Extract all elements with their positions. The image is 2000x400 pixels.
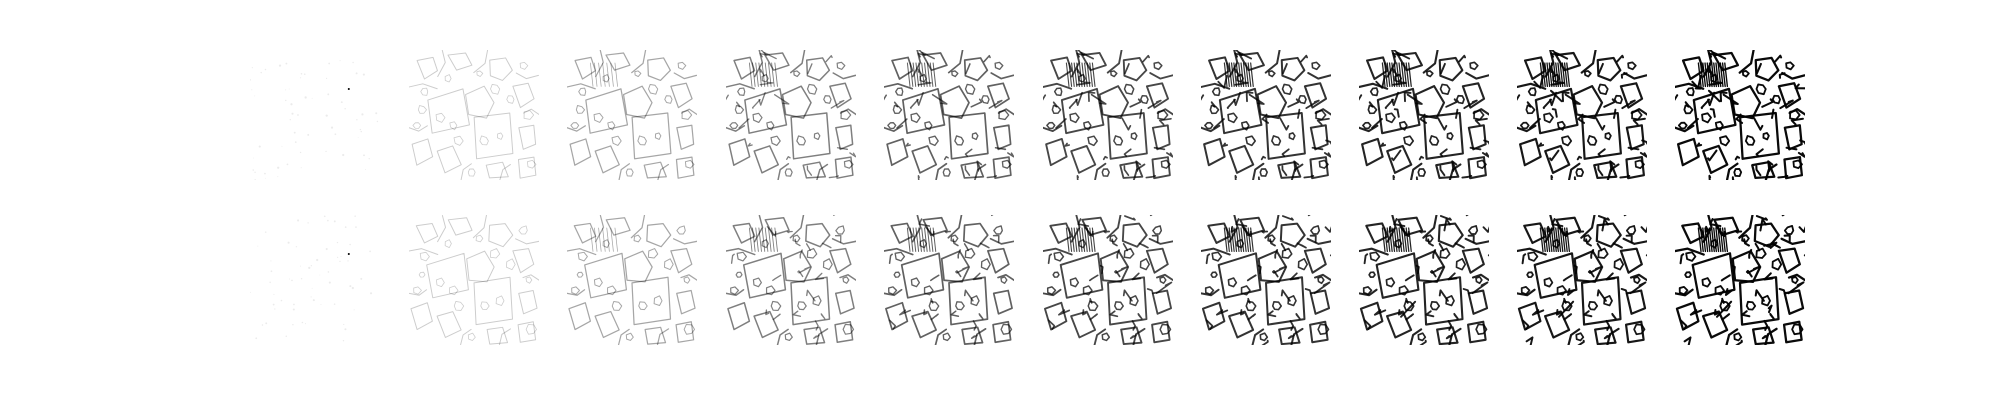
sketch-image	[884, 215, 1014, 345]
sketch-image	[250, 60, 379, 180]
sketch-image	[726, 215, 856, 345]
sketch-image	[567, 215, 697, 345]
sketch-image	[1675, 50, 1805, 180]
panel-row1-step2	[409, 50, 539, 180]
sketch-image	[1201, 215, 1331, 345]
panel-row1-step9	[1517, 50, 1647, 180]
sketch-image	[1517, 215, 1647, 345]
sketch-image	[1201, 50, 1331, 180]
panel-row1-step4	[726, 50, 856, 180]
sketch-image	[1043, 215, 1173, 345]
sketch-image	[250, 215, 373, 342]
sketch-image	[884, 50, 1014, 180]
panel-row2-step5	[884, 215, 1014, 345]
panel-row2-step8	[1359, 215, 1489, 345]
panel-row1-step10	[1675, 50, 1805, 180]
panel-row2-step4	[726, 215, 856, 345]
panel-row1-step6	[1043, 50, 1173, 180]
sketch-image	[1359, 215, 1489, 345]
panel-row2-step1	[250, 215, 380, 345]
panel-row2-step3	[567, 215, 697, 345]
panel-row2-step6	[1043, 215, 1173, 345]
sketch-image	[1517, 50, 1647, 180]
panel-row2-step7	[1201, 215, 1331, 345]
sketch-image	[567, 50, 697, 180]
panel-row2-step10	[1675, 215, 1805, 345]
panel-row1-step5	[884, 50, 1014, 180]
sketch-image	[409, 50, 539, 180]
panel-row2-step2	[409, 215, 539, 345]
panel-row2-step9	[1517, 215, 1647, 345]
panel-row1-step3	[567, 50, 697, 180]
sketch-image	[1359, 50, 1489, 180]
panel-row1-step7	[1201, 50, 1331, 180]
panel-row1-step1	[250, 50, 380, 180]
sketch-image	[409, 215, 539, 345]
sketch-image	[726, 50, 856, 180]
panel-row1-step8	[1359, 50, 1489, 180]
sketch-image	[1675, 215, 1805, 345]
sketch-image	[1043, 50, 1173, 180]
